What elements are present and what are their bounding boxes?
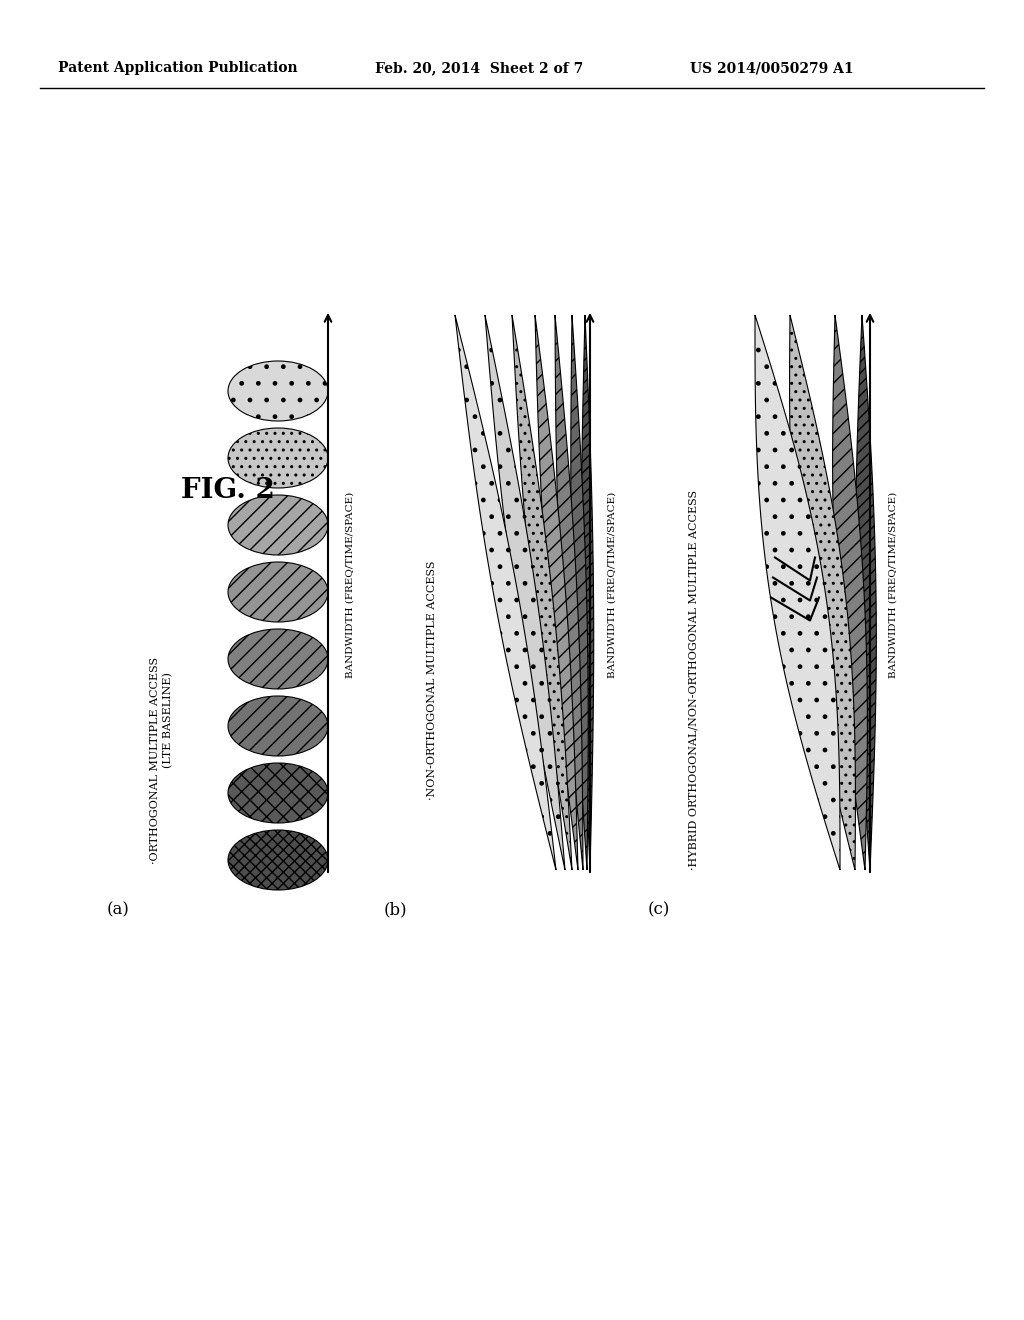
- Text: BANDWIDTH (FREQ/TIME/SPACE): BANDWIDTH (FREQ/TIME/SPACE): [889, 492, 897, 678]
- Text: (a): (a): [106, 902, 129, 919]
- Text: BANDWIDTH (FREQ/TIME/SPACE): BANDWIDTH (FREQ/TIME/SPACE): [607, 492, 616, 678]
- Ellipse shape: [228, 428, 328, 488]
- Ellipse shape: [228, 562, 328, 622]
- Polygon shape: [582, 315, 594, 870]
- Polygon shape: [833, 315, 867, 870]
- Ellipse shape: [228, 495, 328, 554]
- Text: Feb. 20, 2014  Sheet 2 of 7: Feb. 20, 2014 Sheet 2 of 7: [375, 61, 584, 75]
- Text: ·ORTHOGONAL MULTIPLE ACCESS: ·ORTHOGONAL MULTIPLE ACCESS: [150, 656, 160, 863]
- Ellipse shape: [228, 630, 328, 689]
- Polygon shape: [755, 315, 840, 870]
- Polygon shape: [555, 315, 583, 870]
- Text: (LTE BASELINE): (LTE BASELINE): [163, 672, 173, 768]
- Text: ·HYBRID ORTHOGONAL/NON-ORTHOGONAL MULTIPLE ACCESS: ·HYBRID ORTHOGONAL/NON-ORTHOGONAL MULTIP…: [688, 490, 698, 870]
- Text: FIG. 2: FIG. 2: [181, 477, 274, 503]
- Polygon shape: [856, 315, 877, 870]
- Ellipse shape: [228, 696, 328, 756]
- Text: Patent Application Publication: Patent Application Publication: [58, 61, 298, 75]
- Text: US 2014/0050279 A1: US 2014/0050279 A1: [690, 61, 854, 75]
- Polygon shape: [485, 315, 565, 870]
- Polygon shape: [790, 315, 855, 870]
- Text: (b): (b): [383, 902, 407, 919]
- Polygon shape: [455, 315, 556, 870]
- Polygon shape: [512, 315, 572, 870]
- Text: ·NON-ORTHOGONAL MULTIPLE ACCESS: ·NON-ORTHOGONAL MULTIPLE ACCESS: [427, 560, 437, 800]
- Ellipse shape: [228, 360, 328, 421]
- Polygon shape: [535, 315, 578, 870]
- Text: (c): (c): [648, 902, 670, 919]
- Ellipse shape: [228, 763, 328, 822]
- Text: BANDWIDTH (FREQ/TIME/SPACE): BANDWIDTH (FREQ/TIME/SPACE): [345, 492, 354, 678]
- Polygon shape: [570, 315, 588, 870]
- Ellipse shape: [228, 830, 328, 890]
